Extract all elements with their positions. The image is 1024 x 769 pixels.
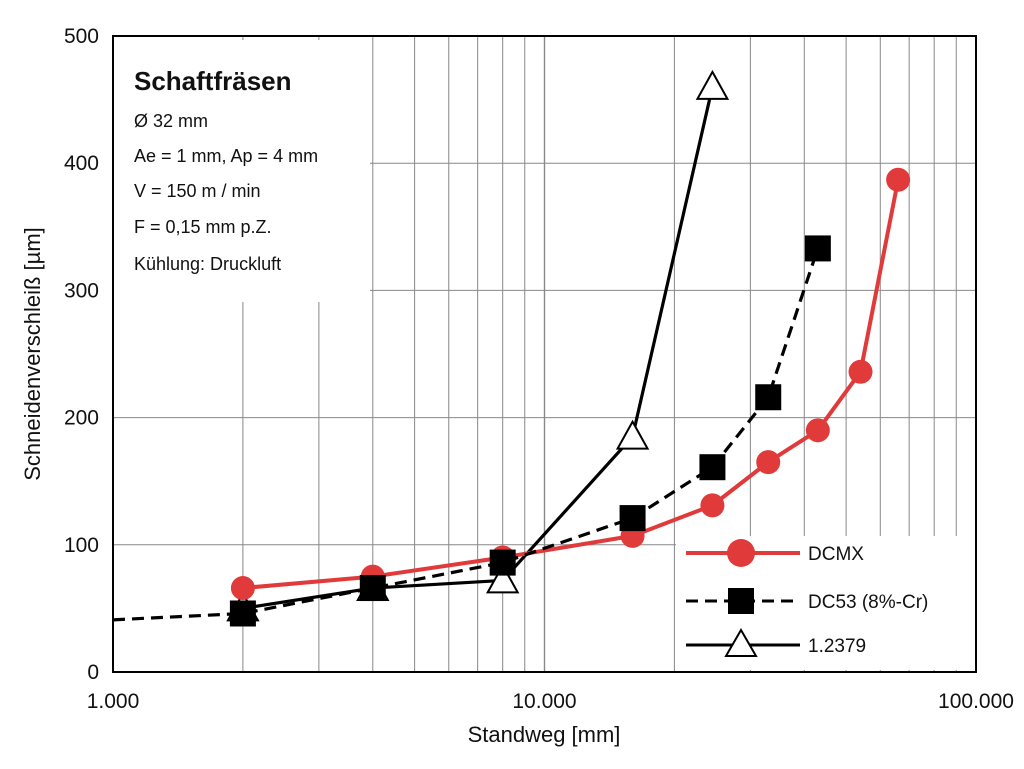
data-point-circle (805, 418, 830, 443)
x-tick-label: 1.000 (87, 690, 140, 713)
data-point-square (229, 600, 256, 627)
x-tick-label: 100.000 (938, 690, 1014, 713)
data-point-triangle (615, 419, 650, 450)
info-box-background (113, 40, 370, 302)
info-box: Schaftfräsen Ø 32 mm Ae = 1 mm, Ap = 4 m… (113, 40, 370, 302)
y-tick-label: 100 (64, 534, 99, 557)
legend-marker-circle-icon (727, 539, 755, 567)
legend-entry-dc53: DC53 (8%-Cr) (686, 588, 928, 614)
series-line (112, 247, 820, 622)
series-layer (112, 69, 911, 627)
data-point-square (699, 454, 726, 481)
data-point-circle (848, 359, 873, 384)
data-point-circle (886, 167, 911, 192)
data-point-triangle (695, 69, 730, 100)
info-line-engagement: Ae = 1 mm, Ap = 4 mm (134, 146, 318, 166)
info-box-title: Schaftfräsen (134, 66, 292, 96)
legend-entry-dcmx: DCMX (686, 539, 864, 567)
y-tick-label: 0 (87, 661, 99, 684)
data-point-square (359, 575, 386, 602)
data-point-square (755, 384, 782, 411)
y-tick-label: 500 (64, 25, 99, 48)
y-tick-label: 300 (64, 279, 99, 302)
x-tick-label: 10.000 (512, 690, 576, 713)
series-square (112, 235, 831, 627)
legend-entry-12379: 1.2379 (686, 627, 866, 657)
x-axis-title: Standweg [mm] (468, 722, 621, 747)
info-line-cooling: Kühlung: Druckluft (134, 254, 281, 274)
y-axis-title: Schneidenverschleiß [µm] (20, 227, 45, 481)
plot-frame (112, 35, 977, 673)
y-tick-label: 400 (64, 152, 99, 175)
info-line-speed: V = 150 m / min (134, 181, 261, 201)
legend-marker-square-icon (728, 588, 754, 614)
legend-background (676, 536, 976, 670)
legend-label-dcmx: DCMX (808, 544, 864, 565)
data-point-square (619, 505, 646, 532)
data-point-triangle (485, 563, 520, 594)
legend-marker-triangle-icon (724, 627, 758, 657)
data-point-circle (230, 576, 255, 601)
data-point-circle (756, 450, 781, 475)
tick-labels: 0 100 200 300 400 500 1.000 10.000 100.000 (64, 25, 1014, 713)
data-point-circle (700, 493, 725, 518)
legend-label-dc53: DC53 (8%-Cr) (808, 592, 928, 613)
info-line-feed: F = 0,15 mm p.Z. (134, 217, 272, 237)
legend: DCMX DC53 (8%-Cr) 1.2379 (686, 539, 928, 657)
data-point-square (489, 549, 516, 576)
legend-label-12379: 1.2379 (808, 636, 866, 657)
info-line-diameter: Ø 32 mm (134, 111, 208, 131)
data-point-square (804, 235, 831, 262)
y-tick-label: 200 (64, 407, 99, 430)
